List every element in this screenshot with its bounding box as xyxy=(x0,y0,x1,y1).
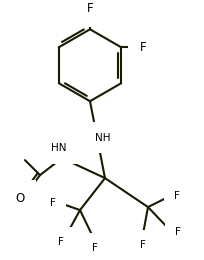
Text: F: F xyxy=(87,2,93,15)
Text: HN: HN xyxy=(51,143,67,153)
Text: F: F xyxy=(175,227,181,237)
Text: F: F xyxy=(92,243,98,253)
Text: F: F xyxy=(50,198,56,208)
Text: F: F xyxy=(140,240,146,250)
Text: F: F xyxy=(174,191,180,201)
Text: F: F xyxy=(140,41,146,54)
Text: NH: NH xyxy=(95,133,110,143)
Text: F: F xyxy=(58,237,64,247)
Text: O: O xyxy=(15,192,25,205)
